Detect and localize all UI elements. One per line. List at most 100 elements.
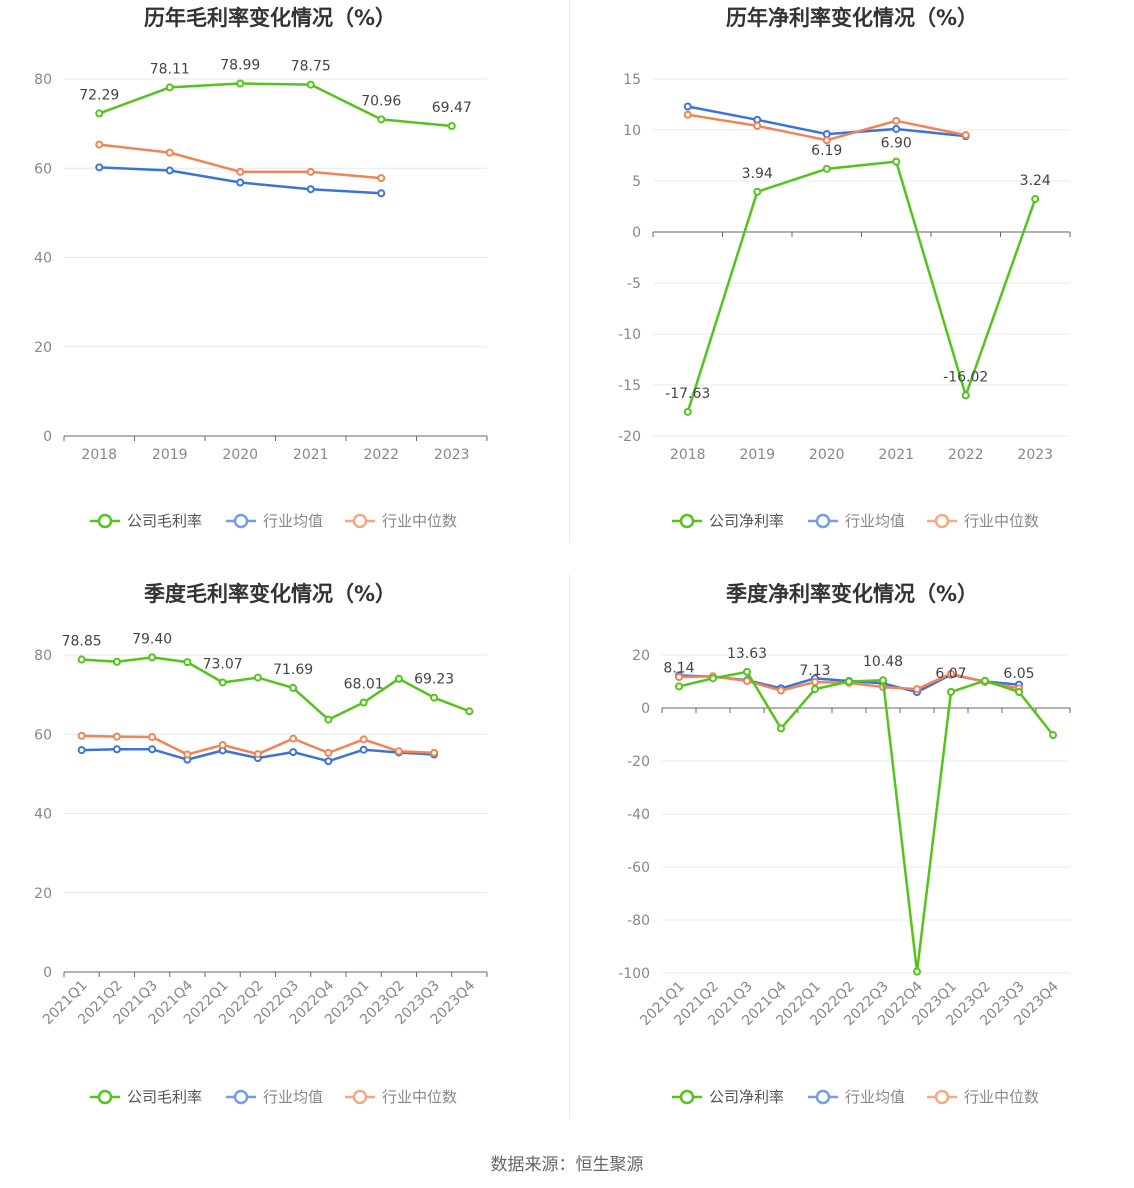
data-point-company[interactable] <box>447 121 456 130</box>
data-point-company[interactable] <box>77 655 86 664</box>
data-point-avg[interactable] <box>683 102 692 111</box>
data-point-company[interactable] <box>465 707 474 716</box>
data-point-median[interactable] <box>95 140 104 149</box>
data-point-company[interactable] <box>822 164 831 173</box>
data-point-avg[interactable] <box>95 163 104 172</box>
y-tick-label: 80 <box>34 72 52 88</box>
chart-title: 季度毛利率变化情况（%） <box>144 582 396 606</box>
legend-label: 行业中位数 <box>964 1088 1039 1106</box>
data-point-company[interactable] <box>359 698 368 707</box>
data-point-median[interactable] <box>148 733 157 742</box>
legend-item-company[interactable]: 公司净利率 <box>672 1088 784 1106</box>
data-point-median[interactable] <box>165 148 174 157</box>
legend-item-median[interactable]: 行业中位数 <box>927 1088 1039 1106</box>
data-point-median[interactable] <box>947 669 955 678</box>
data-point-avg[interactable] <box>377 189 386 198</box>
data-point-median[interactable] <box>112 732 121 741</box>
data-point-company[interactable] <box>683 407 692 416</box>
data-point-company[interactable] <box>811 685 819 694</box>
data-point-median[interactable] <box>430 748 439 757</box>
data-point-median[interactable] <box>183 750 192 759</box>
data-point-avg[interactable] <box>289 748 298 757</box>
legend-item-avg[interactable]: 行业均值 <box>226 1088 323 1106</box>
data-label: 78.75 <box>291 59 331 75</box>
data-point-avg[interactable] <box>892 124 901 133</box>
data-point-company[interactable] <box>753 187 762 196</box>
data-point-company[interactable] <box>165 83 174 92</box>
data-point-median[interactable] <box>961 131 970 140</box>
legend-item-company[interactable]: 公司毛利率 <box>90 512 202 530</box>
data-point-company[interactable] <box>845 677 853 686</box>
legend-item-median[interactable]: 行业中位数 <box>927 512 1039 530</box>
data-point-median[interactable] <box>892 116 901 125</box>
x-tick-label: 2020 <box>809 447 845 463</box>
data-point-avg[interactable] <box>324 757 333 766</box>
data-point-avg[interactable] <box>112 745 121 754</box>
data-point-avg[interactable] <box>148 745 157 754</box>
data-point-avg[interactable] <box>306 185 315 194</box>
data-point-median[interactable] <box>683 110 692 119</box>
legend-item-avg[interactable]: 行业均值 <box>808 512 905 530</box>
data-point-median[interactable] <box>236 167 245 176</box>
data-point-median[interactable] <box>811 678 819 687</box>
data-point-company[interactable] <box>892 157 901 166</box>
data-point-company[interactable] <box>289 683 298 692</box>
data-point-median[interactable] <box>743 676 751 685</box>
legend-marker <box>352 1089 368 1105</box>
data-point-company[interactable] <box>913 967 921 976</box>
data-label: 79.40 <box>132 631 172 647</box>
data-point-median[interactable] <box>253 750 262 759</box>
data-point-company[interactable] <box>324 715 333 724</box>
data-point-median[interactable] <box>675 672 683 681</box>
data-point-median[interactable] <box>913 685 921 694</box>
data-point-company[interactable] <box>981 676 989 685</box>
legend-item-avg[interactable]: 行业均值 <box>808 1088 905 1106</box>
data-label: 68.01 <box>344 677 384 693</box>
data-point-company[interactable] <box>1031 194 1040 203</box>
legend-item-company[interactable]: 公司毛利率 <box>90 1088 202 1106</box>
data-point-company[interactable] <box>709 674 717 683</box>
legend-marker <box>815 1089 831 1105</box>
data-point-median[interactable] <box>377 174 386 183</box>
data-point-company[interactable] <box>743 667 751 676</box>
data-point-company[interactable] <box>1015 687 1023 696</box>
data-point-median[interactable] <box>394 747 403 756</box>
data-point-company[interactable] <box>675 682 683 691</box>
data-point-company[interactable] <box>961 391 970 400</box>
data-point-company[interactable] <box>148 653 157 662</box>
data-point-company[interactable] <box>253 673 262 682</box>
data-point-company[interactable] <box>112 657 121 666</box>
data-point-median[interactable] <box>324 748 333 757</box>
data-point-avg[interactable] <box>77 746 86 755</box>
data-point-median[interactable] <box>289 734 298 743</box>
data-point-median[interactable] <box>306 167 315 176</box>
data-point-company[interactable] <box>306 80 315 89</box>
data-point-median[interactable] <box>218 740 227 749</box>
data-point-company[interactable] <box>95 109 104 118</box>
data-point-avg[interactable] <box>165 166 174 175</box>
data-point-median[interactable] <box>77 731 86 740</box>
data-point-company[interactable] <box>218 678 227 687</box>
data-point-avg[interactable] <box>236 178 245 187</box>
data-point-company[interactable] <box>394 674 403 683</box>
data-point-median[interactable] <box>359 735 368 744</box>
legend-item-median[interactable]: 行业中位数 <box>345 512 457 530</box>
data-point-avg[interactable] <box>359 745 368 754</box>
data-point-company[interactable] <box>430 693 439 702</box>
legend-item-company[interactable]: 公司净利率 <box>672 512 784 530</box>
y-tick-label: 0 <box>632 225 641 241</box>
legend-item-avg[interactable]: 行业均值 <box>226 512 323 530</box>
data-point-company[interactable] <box>377 115 386 124</box>
data-point-median[interactable] <box>753 121 762 130</box>
data-point-company[interactable] <box>183 658 192 667</box>
data-point-median[interactable] <box>777 686 785 695</box>
data-point-company[interactable] <box>777 724 785 733</box>
legend-item-median[interactable]: 行业中位数 <box>345 1088 457 1106</box>
data-point-company[interactable] <box>236 79 245 88</box>
data-point-company[interactable] <box>1049 731 1057 740</box>
x-tick-label: 2022 <box>948 447 984 463</box>
data-point-median[interactable] <box>822 136 831 145</box>
data-point-company[interactable] <box>947 687 955 696</box>
data-point-company[interactable] <box>879 676 887 685</box>
